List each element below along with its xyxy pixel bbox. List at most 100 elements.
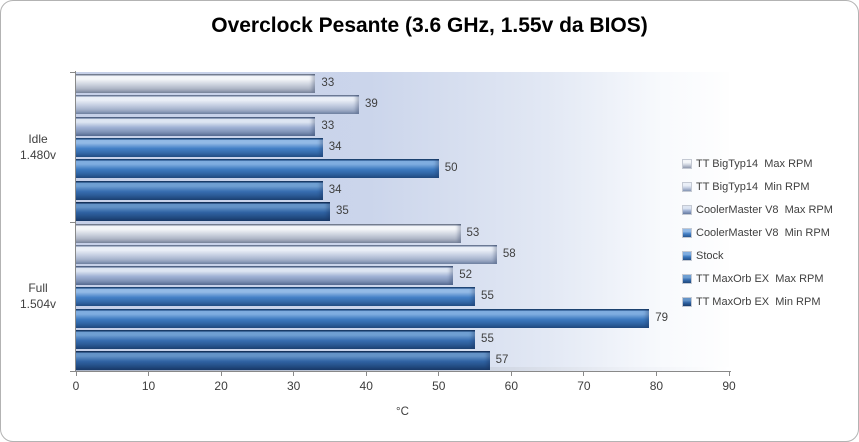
- x-tick-label: 0: [72, 379, 80, 393]
- bar: [76, 180, 323, 200]
- bar: [76, 137, 323, 157]
- bar-row: 33: [76, 116, 729, 136]
- x-axis-title: °C: [396, 406, 409, 418]
- category-label: Full 1.504v: [7, 222, 69, 372]
- y-tick-mark: [70, 221, 75, 223]
- bar-row: 35: [76, 201, 729, 221]
- legend-swatch-icon: [683, 182, 691, 191]
- bar-row: 50: [76, 159, 729, 179]
- bar-value-label: 34: [328, 183, 342, 196]
- bar-group: 33 39 33 34 50 34 35: [76, 73, 729, 222]
- bar-value-label: 39: [364, 98, 378, 111]
- bar-row: 58: [76, 244, 729, 264]
- bar: [76, 74, 316, 94]
- bar: [76, 308, 650, 328]
- x-tick-mark: [75, 372, 77, 376]
- legend-swatch-icon: [683, 228, 691, 237]
- x-tick-label: 10: [141, 379, 156, 393]
- bar-value-label: 53: [466, 226, 480, 239]
- bar-value-label: 58: [502, 247, 516, 260]
- category-label-line: 1.504v: [19, 297, 57, 312]
- x-tick-mark: [148, 372, 150, 376]
- bar-value-label: 35: [335, 204, 349, 217]
- chart-title: Overclock Pesante (3.6 GHz, 1.55v da BIO…: [211, 14, 648, 37]
- legend-swatch-icon: [683, 205, 691, 214]
- bar: [76, 330, 476, 350]
- x-tick-label: 50: [432, 379, 446, 393]
- bar-row: 52: [76, 266, 729, 286]
- legend-swatch-icon: [683, 159, 691, 168]
- bar-group: 53 58 52 55 79 55 57: [76, 223, 729, 372]
- legend-swatch-icon: [683, 251, 691, 260]
- legend-item: TT BigTyp14 Max RPM: [683, 157, 833, 170]
- x-tick-mark: [510, 372, 512, 376]
- legend-item: CoolerMaster V8 Max RPM: [683, 203, 833, 216]
- bar: [76, 95, 359, 115]
- y-tick-mark: [70, 371, 75, 372]
- bar-row: 34: [76, 180, 729, 200]
- bar-row: 33: [76, 74, 729, 94]
- category-label-line: Idle: [28, 131, 48, 146]
- bar-value-label: 55: [481, 333, 494, 346]
- x-tick-mark: [583, 372, 585, 376]
- x-tick-mark: [220, 372, 222, 376]
- x-tick-label: 80: [649, 379, 664, 393]
- bar: [76, 223, 461, 243]
- bar: [76, 287, 476, 307]
- bar-value-label: 57: [495, 354, 509, 367]
- bar-row: 34: [76, 137, 729, 157]
- bar-row: 39: [76, 95, 729, 115]
- y-axis-category-labels: Idle 1.480v Full 1.504v: [7, 72, 69, 371]
- legend-label: TT MaxOrb EX Min RPM: [696, 295, 821, 308]
- legend-swatch-icon: [683, 297, 691, 306]
- legend-label: TT BigTyp14 Max RPM: [696, 157, 813, 170]
- bar-row: 57: [76, 351, 729, 371]
- legend-label: TT BigTyp14 Min RPM: [696, 180, 810, 193]
- bar-row: 55: [76, 330, 729, 350]
- x-tick-mark: [365, 372, 367, 376]
- legend-label: CoolerMaster V8 Max RPM: [696, 203, 833, 216]
- bar-value-label: 50: [444, 162, 458, 175]
- x-axis-line: [76, 371, 731, 372]
- bar-value-label: 52: [459, 269, 473, 282]
- bar-value-label: 55: [481, 290, 494, 303]
- x-tick-mark: [293, 372, 295, 376]
- bar: [76, 116, 316, 136]
- x-tick-label: 60: [504, 379, 519, 393]
- bar-row: 53: [76, 223, 729, 243]
- category-label-line: 1.480v: [19, 147, 57, 162]
- bar-value-label: 33: [321, 119, 335, 132]
- bar: [76, 351, 490, 371]
- x-tick-mark: [655, 372, 657, 376]
- bar-value-label: 34: [328, 140, 342, 153]
- y-axis-line: [75, 71, 76, 372]
- legend-label: TT MaxOrb EX Max RPM: [696, 272, 824, 285]
- bar: [76, 201, 330, 221]
- bar-value-label: 79: [655, 311, 668, 324]
- legend-item: TT MaxOrb EX Max RPM: [683, 272, 833, 285]
- legend-item: Stock: [683, 249, 833, 262]
- x-tick-label: 90: [722, 379, 736, 393]
- legend: TT BigTyp14 Max RPM TT BigTyp14 Min RPM Co…: [683, 157, 833, 318]
- legend-item: CoolerMaster V8 Min RPM: [683, 226, 833, 239]
- y-tick-mark: [70, 72, 75, 73]
- category-label-line: Full: [28, 281, 48, 296]
- bar-value-label: 33: [321, 77, 335, 90]
- bar-row: 79: [76, 308, 729, 328]
- x-tick-label: 70: [577, 379, 591, 393]
- x-tick-label: 20: [214, 379, 228, 393]
- bar: [76, 159, 439, 179]
- bar-row: 55: [76, 287, 729, 307]
- legend-item: TT MaxOrb EX Min RPM: [683, 295, 833, 308]
- plot-area: 33 39 33 34 50 34 35 53 58 52 55 79 55 57: [76, 72, 729, 371]
- legend-label: CoolerMaster V8 Min RPM: [696, 226, 830, 239]
- category-label: Idle 1.480v: [7, 72, 69, 222]
- legend-swatch-icon: [683, 274, 691, 283]
- x-tick-label: 40: [359, 379, 373, 393]
- x-tick-label: 30: [286, 379, 301, 393]
- bar: [76, 244, 497, 264]
- legend-item: TT BigTyp14 Min RPM: [683, 180, 833, 193]
- x-tick-mark: [438, 372, 440, 376]
- legend-label: Stock: [696, 249, 724, 262]
